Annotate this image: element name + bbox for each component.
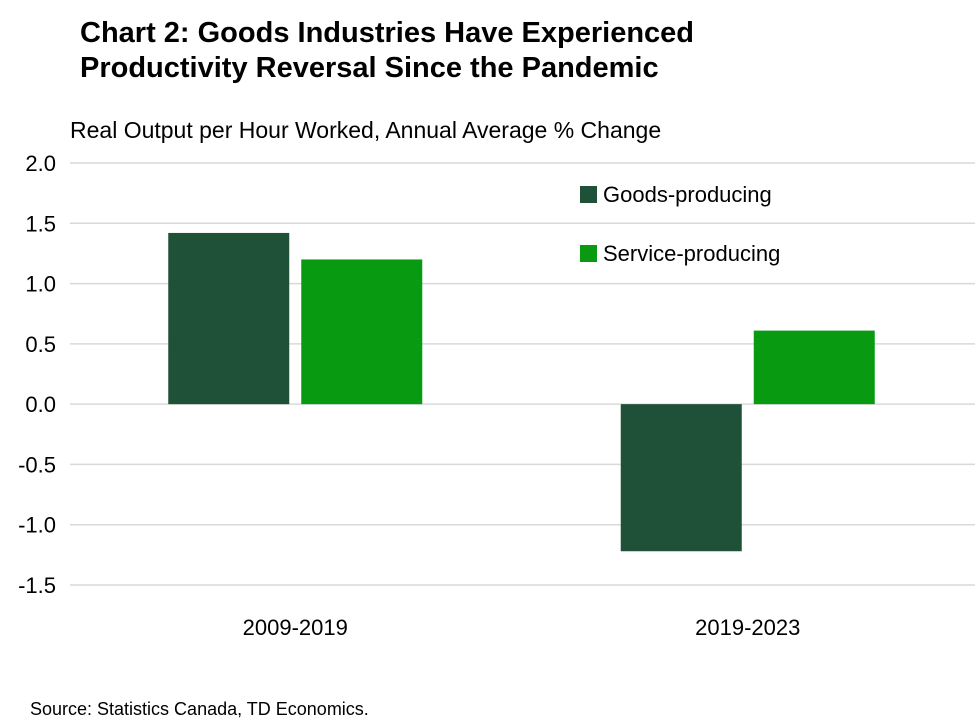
- y-tick-label: 1.5: [25, 211, 56, 236]
- legend-label: Goods-producing: [603, 182, 772, 207]
- x-axis-category-labels: 2009-2019 2019-2023: [243, 615, 801, 640]
- y-tick-label: 0.0: [25, 392, 56, 417]
- y-tick-label: 2.0: [25, 151, 56, 176]
- legend: Goods-producing Service-producing: [580, 182, 780, 266]
- bar-service-2019-2023: [753, 330, 875, 405]
- chart-title: Chart 2: Goods Industries Have Experienc…: [80, 16, 940, 86]
- x-category-label: 2019-2023: [695, 615, 800, 640]
- bars: [168, 232, 875, 552]
- bar-goods-2019-2023: [620, 404, 742, 552]
- legend-swatch: [580, 186, 597, 203]
- bar-service-2009-2019: [301, 259, 423, 405]
- y-tick-label: -1.0: [18, 513, 56, 538]
- y-tick-label: -1.5: [18, 573, 56, 598]
- y-tick-label: 1.0: [25, 272, 56, 297]
- source-note: Source: Statistics Canada, TD Economics.: [30, 699, 369, 719]
- legend-label: Service-producing: [603, 241, 780, 266]
- chart-title-line-1: Chart 2: Goods Industries Have Experienc…: [80, 17, 695, 49]
- y-axis-tick-labels: 2.0 1.5 1.0 0.5 0.0 -0.5 -1.0 -1.5: [18, 151, 56, 598]
- bar-goods-2009-2019: [168, 232, 290, 405]
- legend-swatch: [580, 245, 597, 262]
- y-tick-label: -0.5: [18, 452, 56, 477]
- y-tick-label: 0.5: [25, 332, 56, 357]
- chart-title-line-2: Productivity Reversal Since the Pandemic: [80, 52, 659, 84]
- x-category-label: 2009-2019: [243, 615, 348, 640]
- chart-subtitle: Real Output per Hour Worked, Annual Aver…: [70, 117, 662, 143]
